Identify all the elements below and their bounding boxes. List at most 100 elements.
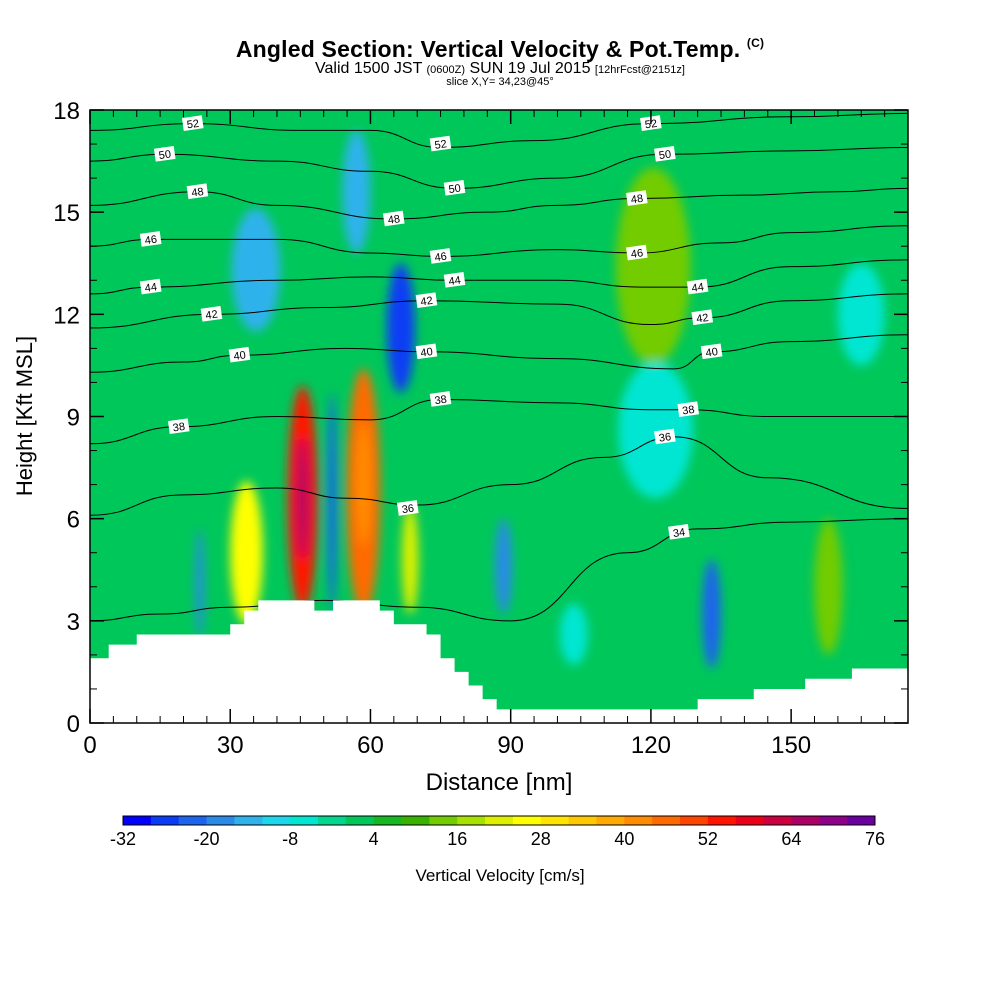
- contour-label-extra-15: 38: [677, 401, 700, 418]
- contour-label-50-box: [153, 145, 176, 162]
- colorbar-swatch-11: [429, 816, 458, 825]
- colorbar-swatch-13: [485, 816, 514, 825]
- velocity-cell-17: [559, 603, 588, 666]
- contour-label-extra-0-text: 52: [434, 138, 448, 152]
- contour-label-extra-5: 48: [626, 190, 648, 206]
- contour-46: [90, 225, 908, 257]
- y-tick-label-15: 15: [53, 200, 80, 227]
- contour-label-extra-9: 44: [686, 278, 709, 295]
- contour-label-extra-5-box: [626, 190, 648, 206]
- velocity-cell-7: [814, 518, 843, 655]
- contour-label-extra-12-box: [415, 343, 438, 360]
- contour-label-extra-14: 38: [429, 391, 452, 407]
- x-tick-label-0: 0: [83, 732, 96, 759]
- utc-time: (0600Z): [426, 64, 466, 76]
- colorbar-swatch-10: [401, 816, 430, 825]
- colorbar-tick--32: -32: [110, 829, 136, 849]
- contour-label-extra-8-box: [443, 271, 466, 288]
- contour-label-34: 34: [668, 523, 690, 540]
- colorbar-tick-28: 28: [531, 829, 551, 849]
- terrain-mask: [90, 600, 908, 723]
- colorbar-swatch-19: [652, 816, 681, 825]
- contour-label-42-text: 42: [205, 309, 219, 323]
- contour-label-48-box: [186, 183, 209, 200]
- colorbar-swatch-2: [178, 816, 208, 825]
- velocity-cell-6: [615, 167, 691, 366]
- y-tick-label-3: 3: [67, 609, 80, 636]
- contour-label-extra-4: 48: [382, 210, 405, 227]
- contour-label-44-text: 44: [144, 281, 158, 295]
- colorbar-swatch-0: [123, 816, 152, 825]
- contour-label-extra-2: 50: [654, 145, 676, 162]
- contour-40: [90, 334, 908, 373]
- y-tick-label-0: 0: [67, 711, 80, 738]
- contour-label-extra-11: 42: [691, 309, 714, 326]
- contour-label-extra-13-text: 40: [705, 346, 719, 360]
- colorbar-swatch-18: [624, 816, 653, 825]
- contour-label-extra-11-box: [691, 309, 714, 326]
- contour-label-extra-7: 46: [626, 244, 648, 261]
- velocity-field: [195, 130, 885, 669]
- colorbar: -32 -20 -8 4 16 28 40 52 64 76: [110, 815, 885, 849]
- contour-48: [90, 187, 908, 220]
- colorbar-tick-40: 40: [614, 829, 634, 849]
- contour-label-extra-8: 44: [443, 271, 466, 288]
- contour-label-40-box: [228, 346, 251, 363]
- contour-label-extra-12: 40: [415, 343, 438, 360]
- contour-label-52-box: [181, 115, 204, 131]
- y-tick-label-12: 12: [53, 302, 80, 329]
- contour-label-extra-15-text: 38: [682, 404, 696, 418]
- contour-label-46: 46: [139, 231, 162, 247]
- colorbar-swatch-15: [540, 816, 570, 825]
- contour-label-44: 44: [139, 278, 162, 295]
- velocity-cell-9: [195, 528, 205, 638]
- forecast-info: [12hrFcst@2151z]: [594, 64, 685, 76]
- y-tick-label-18: 18: [53, 98, 80, 125]
- velocity-cell-1: [297, 436, 309, 560]
- valid-date: SUN 19 Jul 2015: [469, 60, 591, 77]
- contour-label-extra-12-text: 40: [420, 346, 434, 360]
- contour-label-36: 36: [396, 500, 419, 516]
- x-tick-label-30: 30: [217, 732, 244, 759]
- chart-title-suffix: (C): [746, 36, 765, 50]
- contour-label-50: 50: [153, 145, 176, 162]
- colorbar-swatch-7: [317, 816, 347, 825]
- contour-label-extra-2-text: 50: [658, 148, 672, 162]
- terrain: [90, 600, 908, 723]
- valid-time: Valid 1500 JST: [315, 60, 423, 77]
- slice-info: slice X,Y= 34,23@45°: [446, 76, 554, 88]
- velocity-cell-3: [355, 423, 371, 546]
- velocity-cell-4: [230, 481, 263, 625]
- contour-label-38-box: [167, 418, 190, 435]
- contour-label-extra-8-text: 44: [448, 274, 462, 288]
- contour-52: [90, 112, 908, 148]
- colorbar-swatch-8: [345, 816, 375, 825]
- y-axis-label: Height [Kft MSL]: [12, 336, 37, 496]
- colorbar-swatch-17: [596, 816, 625, 825]
- velocity-cell-15: [618, 362, 693, 499]
- contour-label-extra-4-box: [382, 210, 405, 227]
- colorbar-swatch-21: [707, 816, 737, 825]
- contour-label-34-box: [668, 523, 690, 540]
- velocity-cell-12: [231, 208, 281, 332]
- colorbar-swatch-20: [680, 816, 709, 825]
- chart-subtitle: Valid 1500 JST (0600Z) SUN 19 Jul 2015 […: [0, 60, 1000, 78]
- contour-label-extra-15-box: [677, 401, 700, 418]
- contour-44: [90, 259, 908, 295]
- contour-label-48: 48: [186, 183, 209, 200]
- contour-38: [90, 398, 908, 445]
- y-tick-label-9: 9: [67, 405, 80, 432]
- colorbar-swatch-4: [234, 816, 263, 825]
- colorbar-swatch-22: [735, 816, 765, 825]
- contour-label-extra-11-text: 42: [696, 312, 710, 326]
- velocity-cell-5: [401, 505, 419, 615]
- colorbar-tick-16: 16: [447, 829, 467, 849]
- contour-label-extra-10: 42: [415, 292, 438, 309]
- velocity-cell-8: [327, 392, 337, 611]
- contour-label-extra-16-text: 36: [658, 431, 672, 445]
- contour-label-extra-10-box: [415, 292, 438, 309]
- x-tick-label-150: 150: [771, 732, 811, 759]
- colorbar-tick-52: 52: [698, 829, 718, 849]
